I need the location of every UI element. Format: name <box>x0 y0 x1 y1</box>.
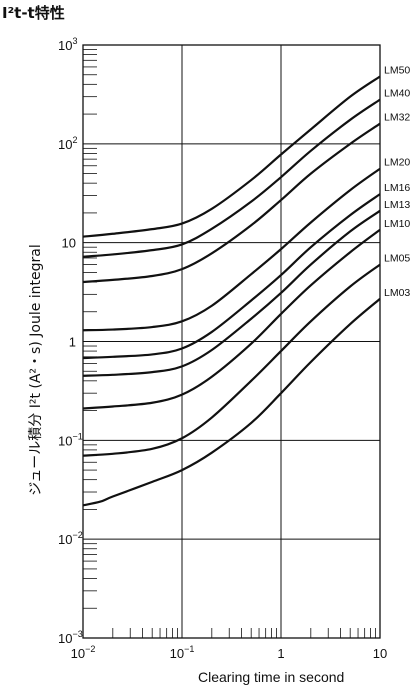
series-label-lm10: LM10 <box>384 218 410 230</box>
series-line-lm03 <box>82 298 381 507</box>
y-tick-label: 10−3 <box>58 629 83 646</box>
series-labels: LM50 LM40 LM32 LM20 LM16 LM13 LM10 LM05 LM03 <box>384 65 410 299</box>
y-axis-label: ジュール積分 I²t (A²・s) Joule integral <box>28 244 44 496</box>
y-tick-label: 102 <box>58 135 77 152</box>
plot-frame <box>82 44 381 639</box>
series-line-lm10 <box>82 228 381 410</box>
series-line-lm50 <box>82 75 381 238</box>
y-tick-label: 10 <box>62 236 76 251</box>
series-label-lm50: LM50 <box>384 65 410 77</box>
series-label-lm03: LM03 <box>384 287 410 299</box>
y-tick-label: 10−2 <box>58 530 83 547</box>
y-tick-label: 1 <box>69 335 76 350</box>
series-line-lm05 <box>82 263 381 457</box>
series-label-lm40: LM40 <box>384 88 410 100</box>
x-tick-label: 10−1 <box>170 644 195 661</box>
x-axis-label: Clearing time in second <box>198 669 345 685</box>
series-label-lm16: LM16 <box>384 182 410 194</box>
minor-ticks <box>83 49 376 638</box>
series-label-lm20: LM20 <box>384 157 410 169</box>
grid-lines <box>82 44 381 639</box>
series-line-lm40 <box>82 98 381 258</box>
page-title: I²t-t特性 <box>2 4 65 22</box>
y-tick-label: 103 <box>58 36 77 53</box>
x-tick-labels: 10−2 10−1 1 10 <box>71 644 388 661</box>
series-group <box>82 75 381 507</box>
series-label-lm05: LM05 <box>384 253 410 265</box>
series-label-lm13: LM13 <box>384 199 410 211</box>
series-line-lm32 <box>82 122 381 284</box>
x-tick-label: 1 <box>277 646 284 661</box>
series-label-lm32: LM32 <box>384 112 410 124</box>
x-tick-label: 10−2 <box>71 644 96 661</box>
series-line-lm16 <box>82 193 381 360</box>
series-line-lm13 <box>82 209 381 377</box>
x-tick-label: 10 <box>373 646 387 661</box>
y-tick-label: 10−1 <box>58 431 83 448</box>
series-line-lm20 <box>82 167 381 332</box>
